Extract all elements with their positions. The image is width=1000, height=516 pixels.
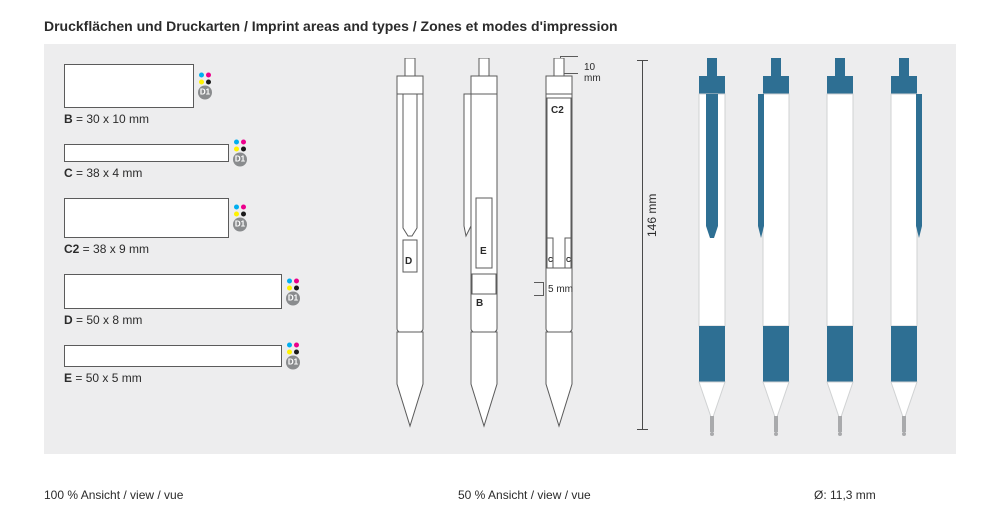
imprint-box: D1: [64, 274, 282, 309]
svg-text:C: C: [548, 257, 553, 264]
caption-50: 50 % Ansicht / view / vue: [458, 488, 591, 502]
diagram-panel: D1B = 30 x 10 mmD1C = 38 x 4 mmD1C2 = 38…: [44, 44, 956, 454]
outline-pen-back: C2 C C: [537, 58, 581, 428]
imprint-area-C2: D1 C2 = 38 x 9 mm: [64, 198, 374, 256]
imprint-area-D: D1 D = 50 x 8 mm: [64, 274, 374, 327]
print-type-d1-icon: D1: [283, 343, 303, 370]
imprint-area-B: D1 B = 30 x 10 mm: [64, 64, 374, 126]
imprint-label: E = 50 x 5 mm: [64, 371, 374, 385]
caption-100: 100 % Ansicht / view / vue: [44, 488, 183, 502]
outline-pen-side: E B: [462, 58, 506, 428]
svg-text:E: E: [480, 246, 487, 257]
outline-pens-group: 10 mm D: [388, 58, 581, 428]
svg-text:D: D: [405, 256, 412, 267]
caption-diameter: Ø: 11,3 mm: [814, 488, 876, 502]
colored-pen-view-1: [754, 58, 798, 428]
imprint-area-list: D1B = 30 x 10 mmD1C = 38 x 4 mmD1C2 = 38…: [64, 64, 374, 403]
imprint-box: D1: [64, 144, 229, 162]
imprint-box: D1: [64, 64, 194, 108]
imprint-box: D1: [64, 345, 282, 367]
imprint-box: D1: [64, 198, 229, 238]
svg-text:B: B: [476, 298, 483, 309]
dimension-10mm: 10 mm: [584, 62, 601, 84]
imprint-label: B = 30 x 10 mm: [64, 112, 374, 126]
imprint-label: C2 = 38 x 9 mm: [64, 242, 374, 256]
page-title: Druckflächen und Druckarten / Imprint ar…: [44, 18, 618, 34]
imprint-label: D = 50 x 8 mm: [64, 313, 374, 327]
svg-text:C2: C2: [551, 105, 564, 116]
imprint-area-C: D1 C = 38 x 4 mm: [64, 144, 374, 180]
print-type-d1-icon: D1: [283, 278, 303, 305]
colored-pen-view-3: [882, 58, 926, 428]
colored-pen-view-2: [818, 58, 862, 428]
height-indicator: 146 mm: [642, 60, 643, 430]
colored-pens-group: [690, 58, 946, 428]
svg-text:C: C: [566, 257, 571, 264]
colored-pen-view-0: [690, 58, 734, 428]
outline-pen-front: D: [388, 58, 432, 428]
print-type-d1-icon: D1: [230, 140, 250, 167]
dimension-5mm: 5 mm: [548, 284, 573, 295]
print-type-d1-icon: D1: [195, 73, 215, 100]
print-type-d1-icon: D1: [230, 205, 250, 232]
imprint-label: C = 38 x 4 mm: [64, 166, 374, 180]
imprint-area-E: D1E = 50 x 5 mm: [64, 345, 374, 385]
